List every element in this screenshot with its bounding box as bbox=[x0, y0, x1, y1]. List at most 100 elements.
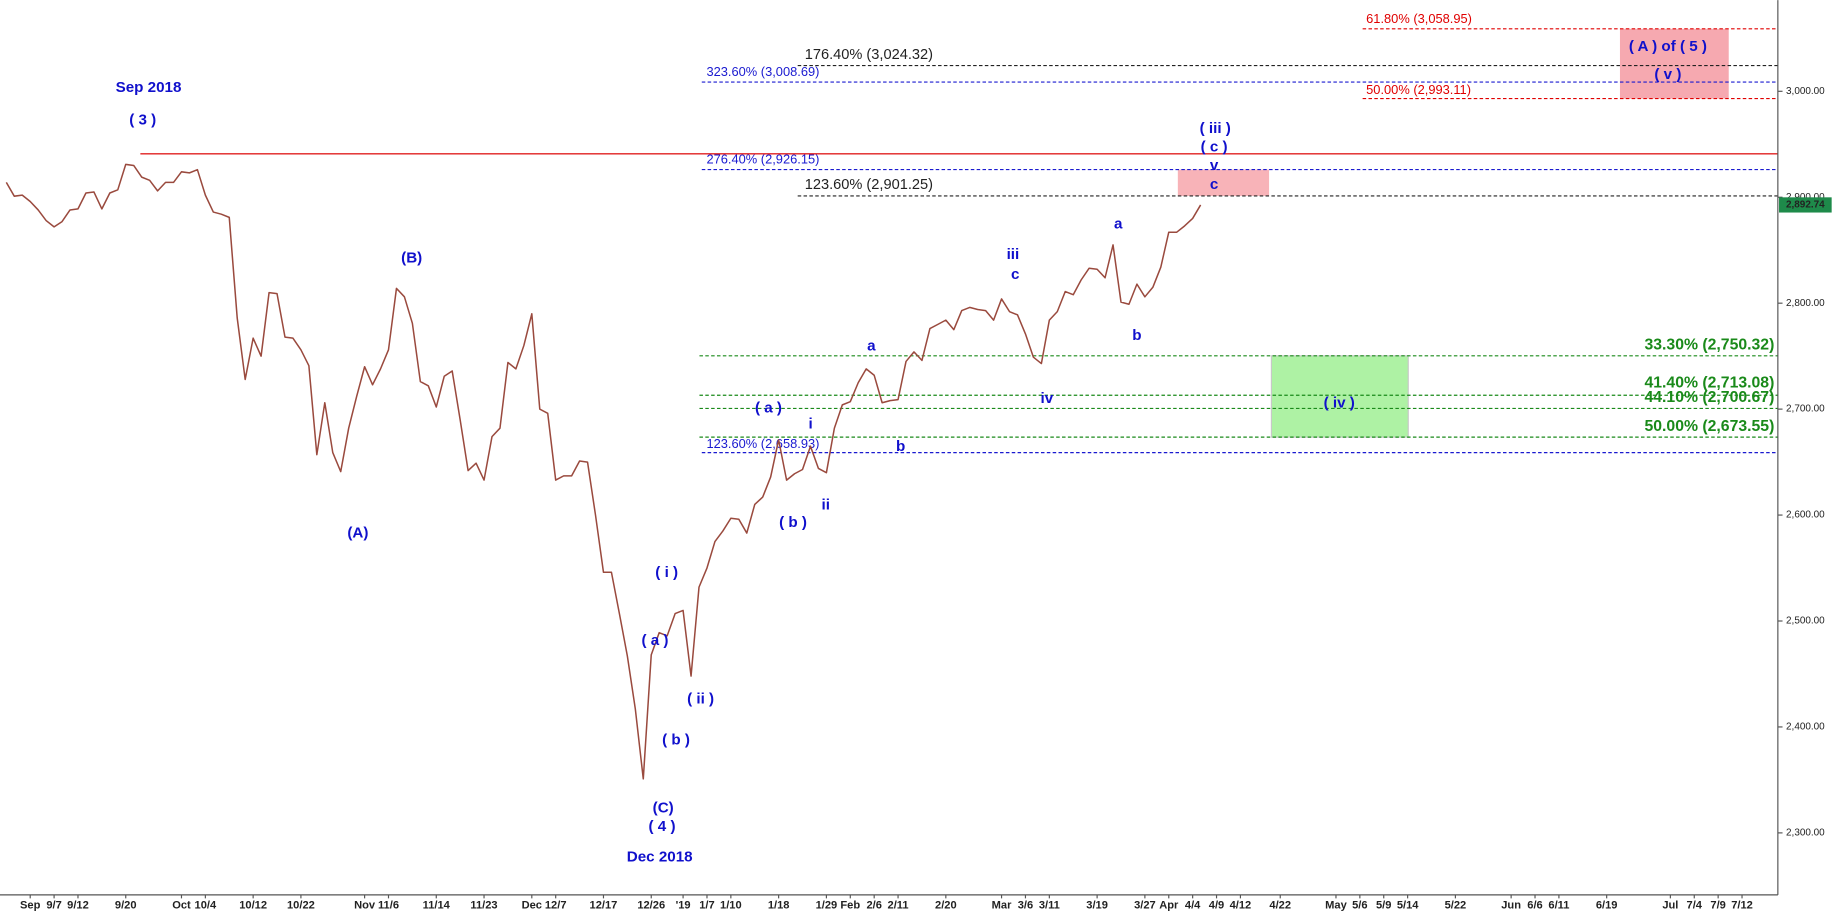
x-tick-label: 11/14 bbox=[423, 899, 451, 911]
x-tick-label: 10/4 bbox=[195, 899, 217, 911]
wave-label: i bbox=[808, 416, 812, 433]
wave-label: ( a ) bbox=[641, 632, 668, 649]
x-tick-label: Jun bbox=[1501, 899, 1521, 911]
wave-label: a bbox=[867, 337, 876, 354]
wave-label: ( c ) bbox=[1201, 138, 1228, 155]
annotations: Sep 2018 ( 3 ) (A) (B) (C) ( 4 ) Dec 2018 ( i )… bbox=[116, 38, 1707, 866]
y-tick-label: 3,000.00 bbox=[1786, 86, 1825, 97]
fib-level-label: 123.60% (2,901.25) bbox=[805, 177, 933, 193]
x-tick-label: 4/9 bbox=[1209, 899, 1224, 911]
y-tick-label: 2,600.00 bbox=[1786, 510, 1825, 521]
wave-label: iv bbox=[1040, 390, 1053, 407]
x-tick-label: 3/27 bbox=[1134, 899, 1156, 911]
x-tick-label: Oct bbox=[172, 899, 191, 911]
last-price-label: 2,892.74 bbox=[1786, 200, 1825, 211]
x-tick-label: 11/6 bbox=[378, 899, 399, 911]
wave-label: c bbox=[1011, 266, 1019, 283]
fib-level-label: 176.40% (3,024.32) bbox=[805, 47, 933, 63]
x-tick-label: 4/4 bbox=[1185, 899, 1201, 911]
fib-level-label: 61.80% (3,058.95) bbox=[1366, 11, 1472, 26]
wave-label: v bbox=[1210, 157, 1219, 174]
fib-level-label: 33.30% (2,750.32) bbox=[1644, 336, 1774, 353]
fib-level-label: 44.10% (2,700.67) bbox=[1644, 389, 1774, 406]
fib-level-label: 323.60% (3,008.69) bbox=[706, 64, 819, 79]
x-tick-label: 10/12 bbox=[239, 899, 267, 911]
x-tick-label: 9/12 bbox=[67, 899, 89, 911]
price-line bbox=[5, 163, 1202, 780]
x-tick-label: Dec bbox=[522, 899, 542, 911]
wave-label: b bbox=[896, 438, 905, 455]
wave-label: Sep 2018 bbox=[116, 79, 182, 96]
x-tick-label: 10/22 bbox=[287, 899, 315, 911]
x-tick-label: 2/20 bbox=[935, 899, 957, 911]
wave-label: ( b ) bbox=[779, 514, 807, 531]
x-tick-label: 7/9 bbox=[1710, 899, 1725, 911]
x-tick-label: 9/20 bbox=[115, 899, 137, 911]
x-tick-label: 4/22 bbox=[1269, 899, 1291, 911]
wave-label: (A) bbox=[347, 524, 368, 541]
levels: 61.80% (3,058.95) 176.40% (3,024.32)323.6… bbox=[140, 11, 1778, 454]
x-tick-label: 2/6 bbox=[866, 899, 881, 911]
x-tick-label: 1/18 bbox=[768, 899, 790, 911]
x-tick-label: 4/12 bbox=[1230, 899, 1252, 911]
x-tick-label: Sep bbox=[20, 899, 41, 911]
wave-label: ( i ) bbox=[655, 564, 678, 581]
wave-label: iii bbox=[1007, 246, 1020, 263]
x-tick-label: 5/9 bbox=[1376, 899, 1391, 911]
wave-label: Dec 2018 bbox=[627, 848, 693, 865]
wave-label: ( 4 ) bbox=[649, 818, 676, 835]
target-zone bbox=[1177, 169, 1270, 196]
wave-label: ( iv ) bbox=[1324, 395, 1355, 412]
x-tick-label: 5/22 bbox=[1445, 899, 1467, 911]
x-tick-label: 6/11 bbox=[1548, 899, 1569, 911]
x-tick-label: 7/4 bbox=[1687, 899, 1703, 911]
x-tick-label: 3/6 bbox=[1018, 899, 1033, 911]
wave-label: ( iii ) bbox=[1200, 120, 1231, 137]
fib-level-label: 41.40% (2,713.08) bbox=[1644, 375, 1774, 392]
wave-label: ( b ) bbox=[662, 731, 690, 748]
y-tick-label: 2,700.00 bbox=[1786, 404, 1825, 415]
wave-label: (C) bbox=[653, 799, 674, 816]
x-tick-label: 5/14 bbox=[1397, 899, 1419, 911]
fib-level-label: 50.00% (2,993.11) bbox=[1366, 82, 1471, 97]
x-tick-label: 11/23 bbox=[470, 899, 497, 911]
x-tick-label: Feb bbox=[840, 899, 860, 911]
x-tick-label: 12/7 bbox=[545, 899, 567, 911]
last-price-tag bbox=[1779, 197, 1832, 213]
x-tick-label: 1/7 bbox=[699, 899, 714, 911]
x-tick-label: 6/6 bbox=[1527, 899, 1542, 911]
y-tick-label: 2,300.00 bbox=[1786, 828, 1825, 839]
x-tick-label: Nov bbox=[354, 899, 376, 911]
x-tick-label: 7/12 bbox=[1731, 899, 1753, 911]
x-tick-label: 3/19 bbox=[1086, 899, 1108, 911]
x-tick-label: May bbox=[1325, 899, 1347, 911]
target-zone bbox=[1619, 28, 1729, 99]
wave-label: ( a ) bbox=[755, 399, 782, 416]
x-tick-label: 2/11 bbox=[888, 899, 909, 911]
x-tick-label: 6/19 bbox=[1596, 899, 1618, 911]
wave-label: ii bbox=[822, 496, 830, 513]
wave-label: ( v ) bbox=[1654, 66, 1681, 83]
wave-label: b bbox=[1132, 327, 1141, 344]
y-tick-label: 2,800.00 bbox=[1786, 298, 1825, 309]
wave-label: ( ii ) bbox=[687, 691, 714, 708]
fib-level-label: 123.60% (2,658.93) bbox=[706, 436, 819, 451]
x-tick-label: '19 bbox=[676, 899, 691, 911]
x-tick-label: Mar bbox=[992, 899, 1012, 911]
x-tick-label: Apr bbox=[1159, 899, 1179, 911]
wave-label: ( A ) of ( 5 ) bbox=[1629, 38, 1707, 55]
x-tick-label: Jul bbox=[1662, 899, 1678, 911]
y-tick-label: 2,500.00 bbox=[1786, 616, 1825, 627]
x-tick-label: 9/7 bbox=[46, 899, 61, 911]
x-tick-label: 1/29 bbox=[816, 899, 838, 911]
x-tick-label: 1/10 bbox=[720, 899, 742, 911]
zones bbox=[1177, 28, 1729, 438]
x-tick-label: 5/6 bbox=[1352, 899, 1367, 911]
y-tick-label: 2,400.00 bbox=[1786, 722, 1825, 733]
wave-label: ( 3 ) bbox=[129, 112, 156, 129]
x-tick-label: 12/17 bbox=[590, 899, 618, 911]
wave-label: c bbox=[1210, 176, 1218, 193]
x-tick-label: 12/26 bbox=[637, 899, 665, 911]
